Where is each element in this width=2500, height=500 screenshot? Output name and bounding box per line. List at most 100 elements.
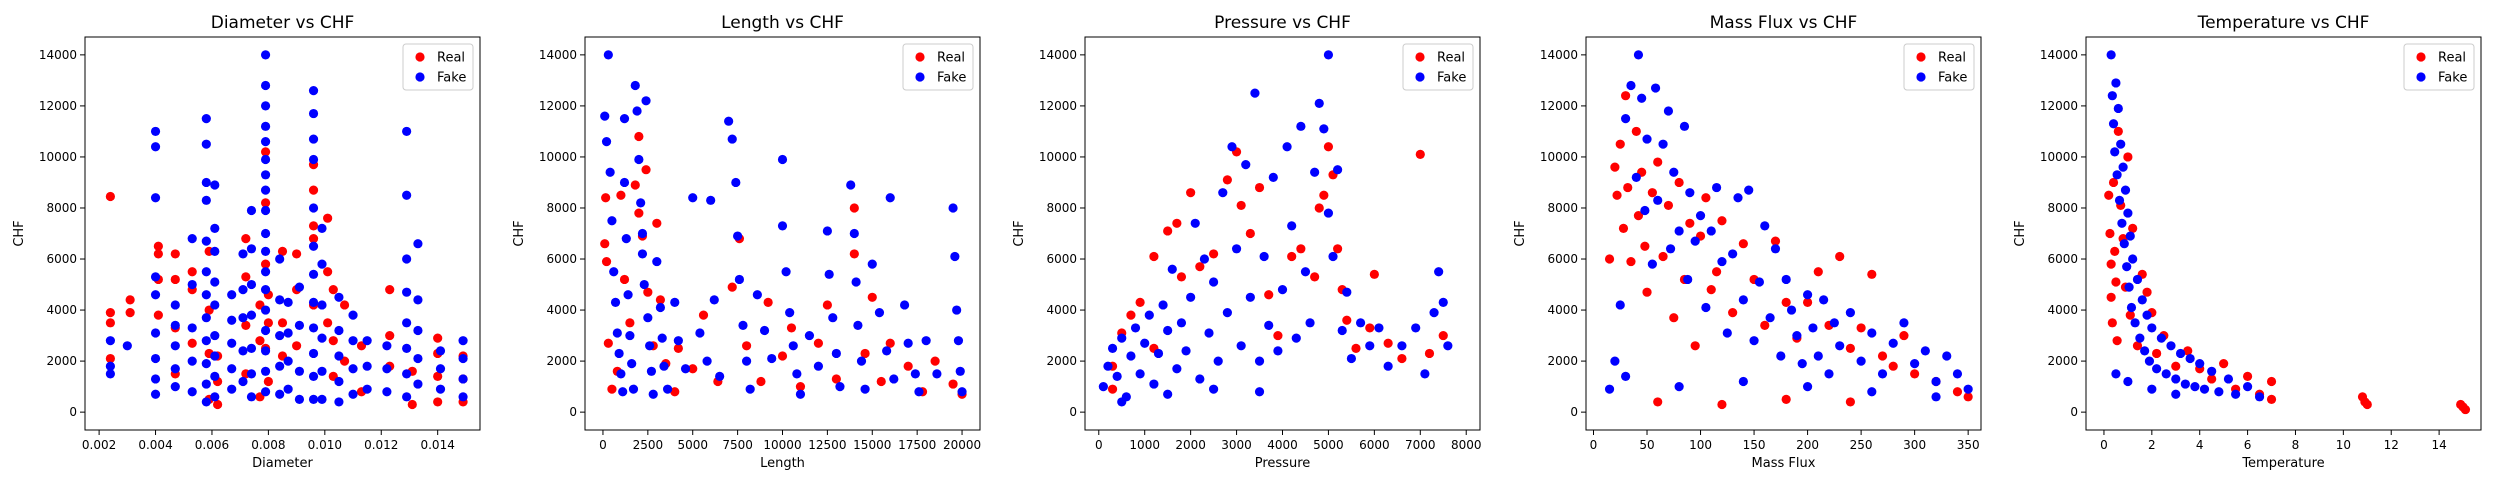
fake-data-point (2111, 369, 2121, 379)
fake-data-point (317, 300, 327, 310)
fake-data-point (308, 241, 319, 251)
fake-data-point (260, 185, 271, 195)
y-tick-label: 14000 (1039, 48, 1077, 62)
fake-data-point (260, 205, 271, 216)
fake-data-point (227, 315, 237, 325)
fake-data-point (2161, 369, 2171, 379)
y-axis-label: CHF (512, 220, 527, 246)
fake-data-point (1245, 292, 1255, 302)
real-data-point (433, 333, 443, 343)
real-data-point (105, 191, 115, 202)
fake-data-point (950, 251, 960, 262)
real-data-point (2207, 374, 2217, 384)
real-data-point (849, 249, 859, 259)
x-tick-label: 0.002 (82, 438, 116, 452)
real-data-point (1835, 251, 1845, 262)
plot-area (1604, 50, 1973, 410)
x-tick-label: 50 (1639, 438, 1654, 452)
real-data-point (328, 285, 338, 295)
x-tick-label: 17500 (898, 438, 936, 452)
fake-data-point (1824, 369, 1834, 379)
fake-data-point (1287, 221, 1297, 231)
x-axis-label: Pressure (1255, 456, 1311, 471)
fake-data-point (1218, 188, 1228, 198)
fake-data-point (1209, 384, 1219, 394)
chart-title: Mass Flux vs CHF (1710, 13, 1858, 33)
fake-data-point (1374, 323, 1384, 333)
fake-data-point (1722, 328, 1732, 338)
x-tick-label: 200 (1796, 438, 1819, 452)
fake-data-point (246, 310, 257, 320)
legend-label: Real (2438, 51, 2466, 66)
fake-data-point (1808, 323, 1818, 333)
fake-data-point (637, 228, 648, 239)
x-tick-label: 7500 (722, 438, 753, 452)
fake-data-point (600, 111, 610, 121)
real-data-point (756, 376, 766, 387)
fake-data-point (187, 323, 197, 333)
y-axis-label: CHF (12, 220, 27, 246)
fake-data-point (1802, 382, 1813, 392)
real-data-point (277, 318, 288, 328)
fake-data-point (238, 285, 248, 295)
fake-data-point (413, 295, 423, 305)
real-data-point (1172, 218, 1182, 228)
fake-data-point (2180, 379, 2190, 389)
fake-data-point (201, 359, 211, 369)
fake-data-point (382, 341, 392, 351)
real-data-point (1604, 254, 1615, 264)
fake-data-point (1658, 139, 1668, 149)
fake-data-point (914, 387, 924, 397)
fake-data-point (1835, 341, 1845, 351)
fake-data-point (655, 302, 666, 313)
fake-data-point (795, 389, 806, 399)
real-data-point (2107, 318, 2117, 328)
fake-data-point (413, 353, 423, 364)
fake-data-point (260, 346, 271, 356)
fake-data-point (275, 295, 285, 305)
real-data-point (241, 272, 251, 282)
fake-data-point (804, 330, 815, 341)
legend: Real Fake (402, 43, 474, 91)
fake-data-point (210, 277, 220, 287)
fake-data-point (2124, 282, 2134, 292)
real-data-point (1310, 272, 1320, 282)
plot-area (105, 50, 468, 410)
real-data-point (2171, 361, 2181, 371)
real-data-point (1383, 338, 1393, 348)
real-data-point (625, 318, 635, 328)
fake-data-point (275, 361, 285, 371)
real-data-point (1438, 330, 1448, 341)
real-data-point (601, 193, 611, 203)
x-tick-label: 350 (1957, 438, 1980, 452)
x-tick-label: 100 (1689, 438, 1712, 452)
fake-data-point (334, 292, 344, 302)
real-legend-marker (1916, 52, 1926, 62)
chart-panel: Diameter vs CHF 0.002 0.004 0.006 0.008 0.010… (12, 13, 481, 471)
y-tick-label: 6000 (1046, 252, 1077, 266)
fake-data-point (1135, 369, 1145, 379)
real-data-point (433, 397, 443, 407)
y-tick-label: 10000 (2040, 150, 2078, 164)
fake-data-point (1167, 264, 1177, 274)
fake-data-point (1738, 295, 1748, 305)
real-data-point (634, 131, 644, 142)
y-tick-label: 8000 (2047, 201, 2078, 215)
real-data-point (1701, 193, 1711, 203)
real-data-point (105, 308, 115, 318)
fake-data-point (645, 341, 655, 351)
fake-data-point (187, 356, 197, 366)
real-data-point (2110, 246, 2120, 256)
x-axis-label: Temperature (2241, 456, 2324, 471)
fake-data-point (734, 274, 745, 285)
real-legend-marker (915, 52, 925, 62)
x-tick-label: 2 (2148, 438, 2156, 452)
fake-data-point (1765, 313, 1775, 323)
fake-data-point (348, 389, 358, 399)
fake-data-point (724, 116, 734, 126)
real-data-point (2111, 277, 2121, 287)
x-axis-label: Mass Flux (1752, 456, 1816, 471)
fake-data-point (1931, 376, 1941, 387)
fake-data-point (201, 139, 211, 149)
real-data-point (292, 249, 302, 259)
